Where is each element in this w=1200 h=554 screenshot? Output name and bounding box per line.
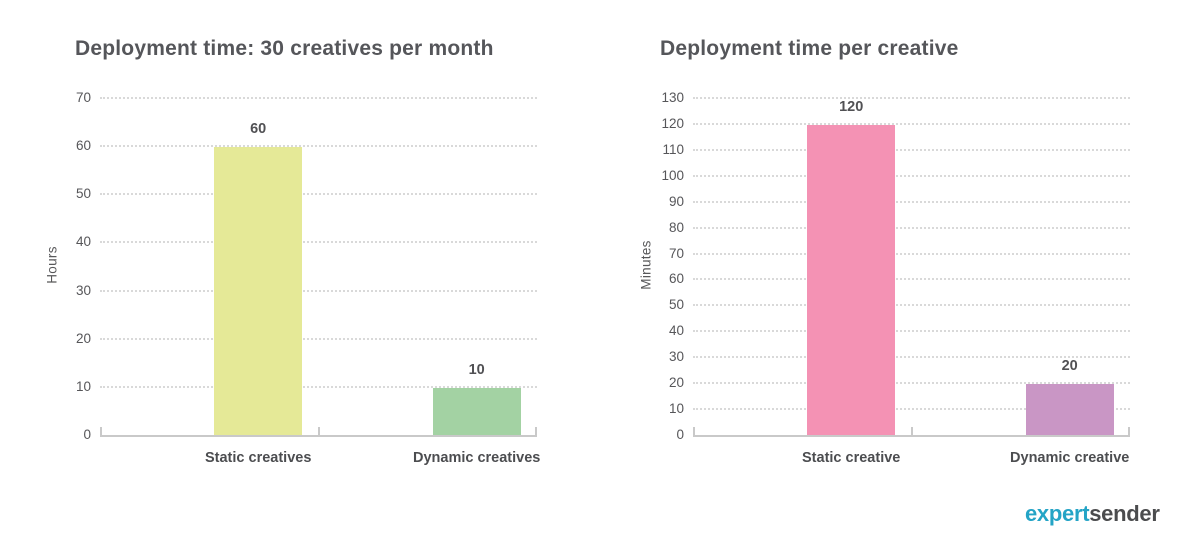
gridline bbox=[693, 408, 1130, 411]
bar-value-label: 60 bbox=[250, 121, 267, 138]
x-axis-line bbox=[100, 435, 537, 437]
bar-static-creatives bbox=[214, 147, 303, 435]
y-tick-label: 100 bbox=[661, 167, 684, 183]
y-tick-label: 40 bbox=[75, 234, 91, 250]
gridline bbox=[693, 148, 1130, 151]
bar-dynamic-creatives bbox=[432, 387, 521, 435]
y-tick-label: 70 bbox=[75, 90, 91, 105]
y-tick-label: 10 bbox=[75, 378, 91, 394]
gridline bbox=[693, 122, 1130, 125]
gridline bbox=[100, 193, 537, 196]
axis-tick bbox=[535, 427, 537, 435]
gridline bbox=[693, 278, 1130, 281]
y-tick-label: 30 bbox=[75, 282, 91, 298]
gridline bbox=[693, 252, 1130, 255]
logo-sender-text: sender bbox=[1089, 501, 1160, 526]
bar-value-label: 10 bbox=[468, 361, 485, 378]
gridline bbox=[693, 382, 1130, 385]
axis-tick bbox=[100, 427, 102, 435]
chart-title: Deployment time: 30 creatives per month bbox=[75, 37, 494, 60]
gridline bbox=[693, 356, 1130, 359]
y-tick-label: 110 bbox=[662, 141, 684, 157]
x-axis-line bbox=[693, 435, 1130, 437]
x-category-label: Static creatives bbox=[204, 450, 312, 466]
axis-tick bbox=[1128, 427, 1130, 435]
gridline bbox=[693, 174, 1130, 177]
expertsender-logo: expertsender bbox=[1025, 501, 1160, 527]
y-tick-label: 60 bbox=[668, 271, 684, 287]
chart-title: Deployment time per creative bbox=[660, 37, 959, 60]
gridline bbox=[693, 330, 1130, 333]
gridline bbox=[693, 97, 1130, 99]
y-tick-label: 40 bbox=[668, 323, 684, 339]
logo-expert-text: expert bbox=[1025, 501, 1090, 526]
y-tick-label: 10 bbox=[668, 401, 684, 417]
gridline bbox=[100, 385, 537, 388]
gridline bbox=[693, 304, 1130, 307]
y-tick-label: 50 bbox=[668, 297, 684, 313]
gridline bbox=[100, 145, 537, 148]
y-tick-label: 60 bbox=[75, 138, 91, 154]
y-tick-label: 130 bbox=[661, 90, 684, 105]
gridline bbox=[693, 226, 1130, 229]
y-tick-label: 120 bbox=[661, 115, 684, 131]
bar-dynamic-creative bbox=[1025, 384, 1114, 435]
y-tick-label: 20 bbox=[668, 375, 684, 391]
gridline bbox=[100, 97, 537, 99]
axis-tick bbox=[910, 427, 913, 435]
x-category-label: Dynamic creatives bbox=[413, 450, 541, 466]
bar-value-label: 120 bbox=[839, 98, 864, 115]
y-tick-label: 0 bbox=[83, 427, 91, 442]
y-tick-label: 70 bbox=[668, 245, 684, 261]
y-tick-label: 80 bbox=[668, 219, 684, 235]
axis-tick bbox=[317, 427, 320, 435]
x-category-label: Static creative bbox=[802, 450, 901, 466]
y-tick-label: 90 bbox=[668, 193, 684, 209]
axis-tick bbox=[693, 427, 695, 435]
gridline bbox=[693, 200, 1130, 203]
y-tick-label: 20 bbox=[75, 330, 91, 346]
gridline bbox=[100, 337, 537, 340]
y-tick-label: 50 bbox=[75, 186, 91, 202]
bar-value-label: 20 bbox=[1061, 358, 1078, 375]
bar-static-creative bbox=[807, 124, 896, 435]
y-tick-label: 0 bbox=[676, 427, 684, 442]
gridline bbox=[100, 289, 537, 292]
y-tick-label: 30 bbox=[668, 349, 684, 365]
gridline bbox=[100, 241, 537, 244]
x-category-label: Dynamic creative bbox=[1010, 450, 1130, 466]
